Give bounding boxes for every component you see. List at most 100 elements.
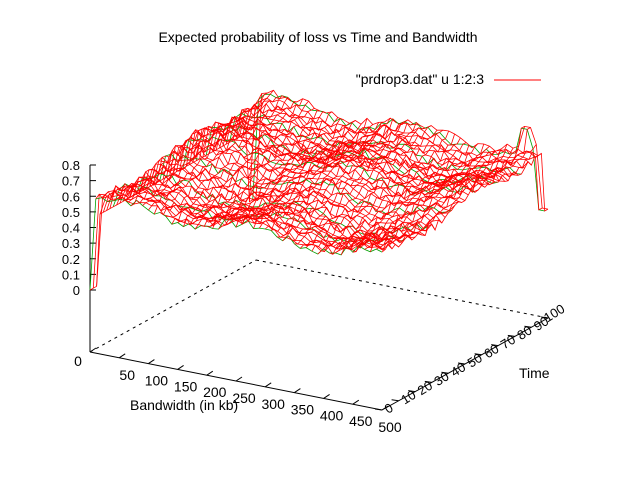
y-axis-label: Time [519,365,550,381]
y-tick [408,390,416,393]
mesh-bandwidth-line [364,127,531,250]
mesh-bandwidth-line [159,110,327,216]
mesh-bandwidth-line [142,100,309,206]
mesh-bandwidth-line [212,122,379,229]
y-tick-label: 90 [531,313,551,333]
mesh-bandwidth-line [218,121,385,230]
z-tick-label: 0 [73,283,80,298]
z-tick-label: 0.2 [62,252,80,267]
x-tick [177,364,184,370]
legend-label: "prdrop3.dat" u 1:2:3 [356,71,484,87]
mesh-bandwidth-line [230,118,397,221]
x-tick [264,382,272,388]
z-tick-label: 0.8 [62,158,80,173]
x-tick [148,359,155,365]
y-tick [441,371,449,374]
mesh-bandwidth-line [294,137,461,245]
x-tick-label: 150 [174,378,198,394]
x-tick [118,353,126,359]
y-tick-label: 60 [481,341,501,361]
mesh-bandwidth-line [282,130,450,242]
x-tick [294,388,301,394]
z-tick-label: 0.6 [62,189,80,204]
axes [89,164,549,411]
mesh-bandwidth-line [95,93,263,200]
surface-mesh [89,89,549,291]
z-tick-label: 0.3 [62,236,80,251]
mesh-bandwidth-line [329,150,496,255]
mesh-bandwidth-line [369,144,537,252]
x-tick-label: 250 [232,390,256,406]
mesh-bandwidth-line [299,142,467,249]
y-tick [424,380,432,383]
x-tick [235,376,243,382]
mesh-bandwidth-line [136,98,304,204]
mesh-bandwidth-line [247,122,414,224]
x-tick-label: 0 [74,353,82,369]
z-tick-label: 0.1 [62,267,80,282]
mesh-bandwidth-line [153,110,321,215]
y-tick [540,316,549,319]
y-tick-label: 0 [382,400,396,417]
x-tick-label: 400 [320,407,344,423]
mesh-bandwidth-line [148,108,315,211]
back-left-edge [89,259,257,353]
x-axis-label: Bandwidth (in kb) [130,397,238,413]
y-tick-label: 30 [431,369,451,389]
mesh-time-line [232,110,525,172]
y-tick [391,399,399,402]
mesh-bandwidth-line [241,119,408,225]
y-tick [474,353,482,356]
x-tick-label: 200 [203,384,227,400]
y-tick [374,408,383,411]
x-tick [352,399,360,405]
mesh-bandwidth-line [124,96,292,203]
x-tick-label: 450 [349,413,373,429]
y-tick-label: 50 [465,350,485,370]
mesh-bandwidth-line [89,132,257,291]
x-tick-label: 300 [262,396,286,412]
x-tick [323,393,330,399]
x-tick [381,405,389,411]
mesh-bandwidth-line [118,95,286,201]
mesh-bandwidth-line [288,133,455,242]
x-tick [206,370,214,376]
mesh-bandwidth-line [253,121,420,229]
mesh-bandwidth-line [165,111,333,218]
x-tick-label: 100 [145,373,169,389]
mesh-bandwidth-line [171,117,339,225]
chart-title: Expected probability of loss vs Time and… [158,29,477,45]
mesh-bandwidth-line [183,122,350,227]
x-tick-label: 50 [119,367,135,383]
mesh-bandwidth-line [101,92,268,199]
mesh-bandwidth-line [381,152,549,253]
mesh-bandwidth-line [323,145,490,250]
mesh-bandwidth-line [317,143,485,255]
y-tick [491,344,499,347]
mesh-bandwidth-line [200,118,368,227]
mesh-bandwidth-line [264,125,432,230]
mesh-bandwidth-line [376,151,543,251]
mesh-bandwidth-line [276,129,444,238]
x-tick-label: 500 [378,419,402,435]
mesh-bandwidth-line [223,117,391,225]
x-tick [89,347,97,353]
y-tick-label: 80 [514,323,534,343]
mesh-bandwidth-line [358,126,525,246]
back-right-edge [255,259,549,319]
y-tick-label: 40 [448,359,468,379]
mesh-bandwidth-line [177,118,344,224]
mesh-bandwidth-line [270,129,438,232]
y-tick-label: 20 [415,378,435,398]
mesh-bandwidth-line [311,143,479,252]
mesh-bandwidth-line [305,144,473,248]
z-tick-label: 0.7 [62,174,80,189]
y-tick [457,362,466,365]
z-tick-label: 0.5 [62,205,80,220]
z-tick-label: 0.4 [62,221,80,236]
y-tick-label: 70 [498,332,518,352]
x-tick-label: 350 [291,402,315,418]
y-tick-label: 10 [398,387,418,407]
